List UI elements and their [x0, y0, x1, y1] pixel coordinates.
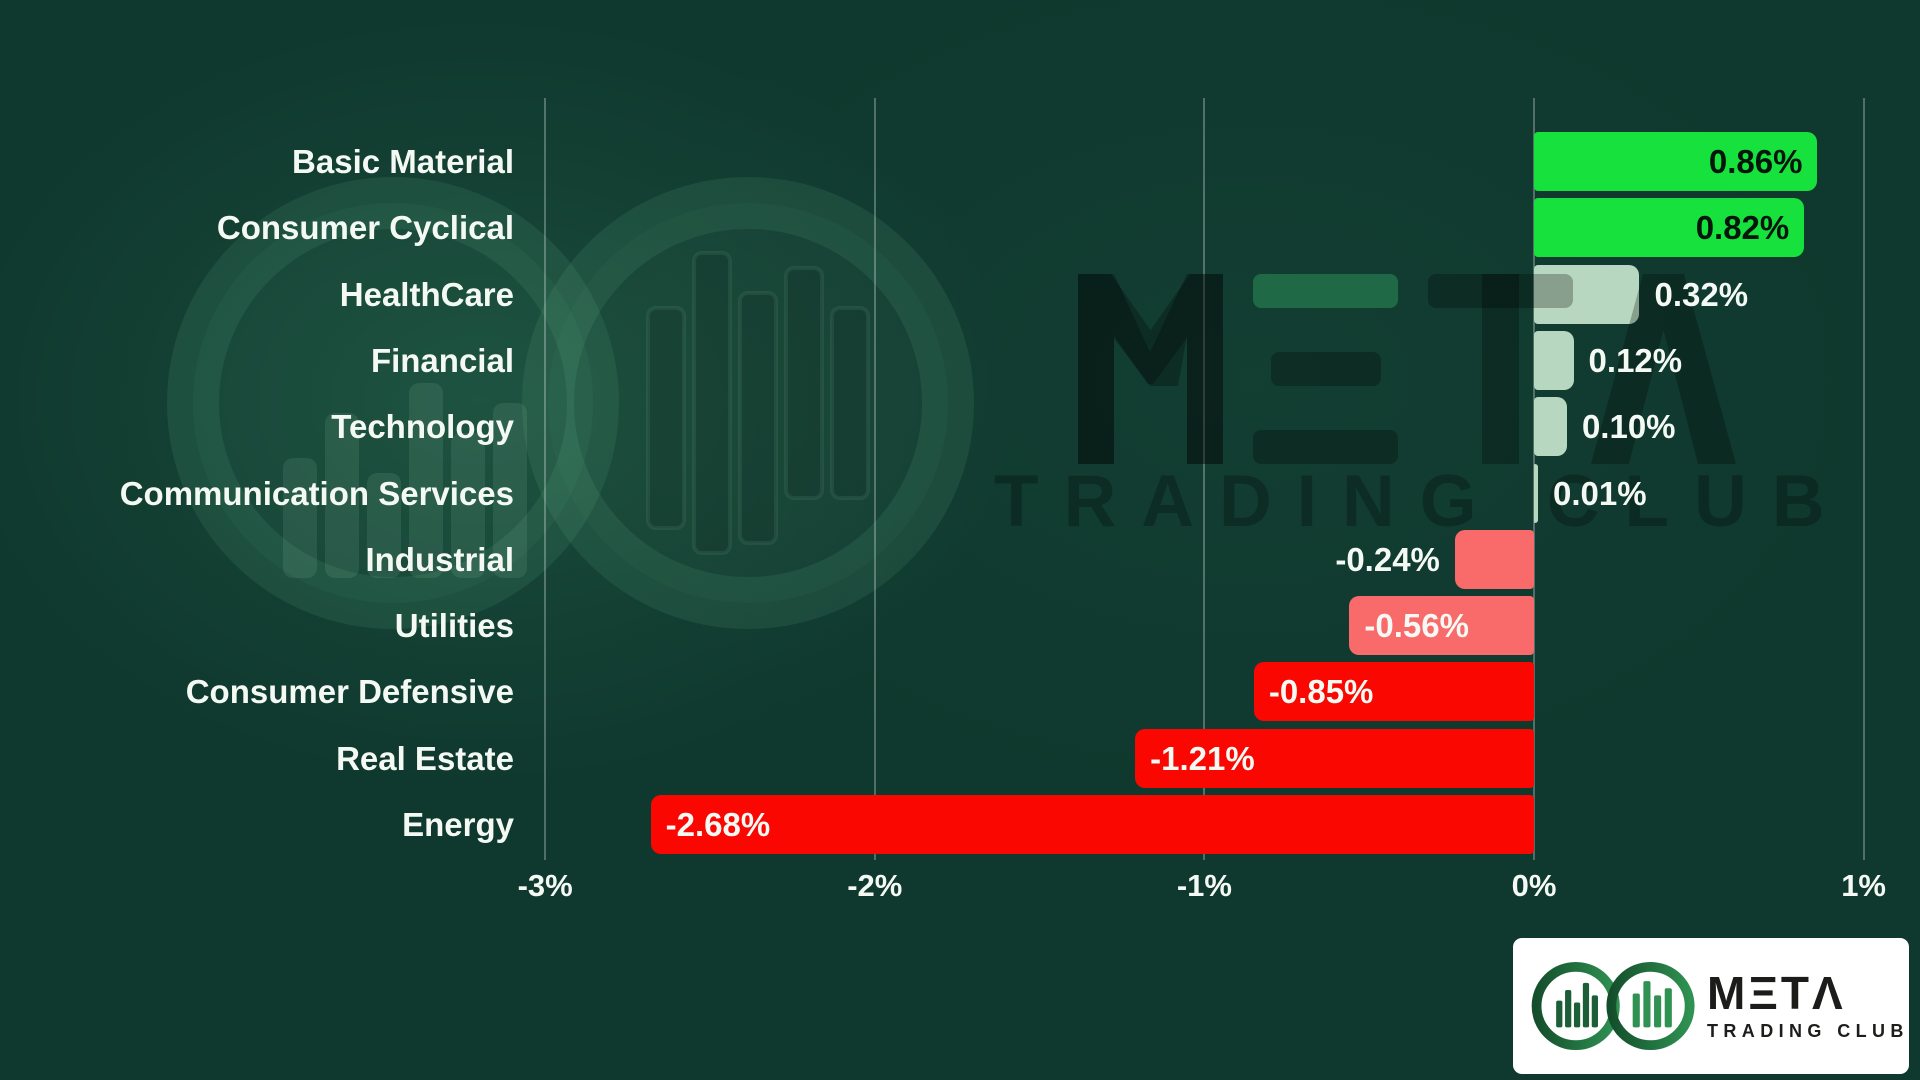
gridline--3% — [544, 98, 547, 860]
gridline--1% — [1203, 98, 1206, 860]
value-label: 0.82% — [1695, 209, 1790, 246]
bar-communication-services — [1534, 464, 1538, 523]
brand-subtitle: TRADING CLUB — [1707, 1021, 1909, 1041]
logo-candle-bars — [1632, 981, 1672, 1028]
category-label: Industrial — [365, 541, 514, 578]
value-label: 0.10% — [1581, 408, 1676, 445]
bar-energy — [650, 795, 1534, 854]
brand-logo-mark-icon — [1531, 961, 1695, 1051]
x-tick-1%: 1% — [1841, 868, 1886, 903]
category-label: Consumer Cyclical — [216, 209, 514, 246]
watermark-meta-green-accent — [1253, 274, 1398, 308]
bar-real-estate — [1135, 729, 1534, 788]
value-label: -2.68% — [665, 806, 771, 843]
brand-wordmark: MΞTΛ — [1707, 967, 1846, 1019]
bar-healthcare — [1534, 265, 1640, 324]
value-label: 0.12% — [1588, 342, 1683, 379]
x-tick--3%: -3% — [517, 868, 573, 903]
x-tick--2%: -2% — [847, 868, 903, 903]
watermark-candle-bars — [646, 251, 870, 555]
bar-financial — [1534, 331, 1574, 390]
category-label: Utilities — [394, 607, 514, 644]
watermark-barchart-bars — [283, 383, 527, 578]
bar-technology — [1534, 397, 1567, 456]
category-label: Real Estate — [336, 740, 514, 777]
watermark-infinity-logo-icon — [167, 177, 974, 629]
brand-text-block: MΞTΛ TRADING CLUB — [1707, 970, 1909, 1042]
value-label: -1.21% — [1150, 740, 1255, 777]
category-label: Consumer Defensive — [185, 673, 514, 710]
category-label: Energy — [402, 806, 514, 843]
category-label: Basic Material — [292, 143, 514, 180]
value-label: -0.85% — [1268, 673, 1374, 710]
value-label: -0.24% — [1335, 541, 1440, 578]
brand-logo-card: MΞTΛ TRADING CLUB — [1513, 938, 1909, 1074]
category-label: Financial — [370, 342, 514, 379]
x-tick-0%: 0% — [1511, 868, 1557, 903]
bar-consumer-defensive — [1253, 662, 1534, 721]
category-label: Technology — [331, 408, 514, 445]
value-label: 0.86% — [1708, 143, 1803, 180]
x-tick--1%: -1% — [1176, 868, 1232, 903]
gridline-1% — [1862, 98, 1865, 860]
gridline--2% — [873, 98, 876, 860]
bar-basic-material — [1534, 132, 1818, 191]
bar-utilities — [1349, 596, 1534, 655]
value-label: -0.56% — [1364, 607, 1469, 644]
value-label: 0.32% — [1654, 276, 1749, 313]
value-label: 0.01% — [1553, 475, 1647, 512]
category-label: HealthCare — [339, 276, 514, 313]
logo-barchart-bars — [1556, 982, 1598, 1028]
category-label: Communication Services — [119, 475, 514, 512]
bar-consumer-cyclical — [1534, 198, 1805, 257]
bar-industrial — [1454, 530, 1534, 589]
